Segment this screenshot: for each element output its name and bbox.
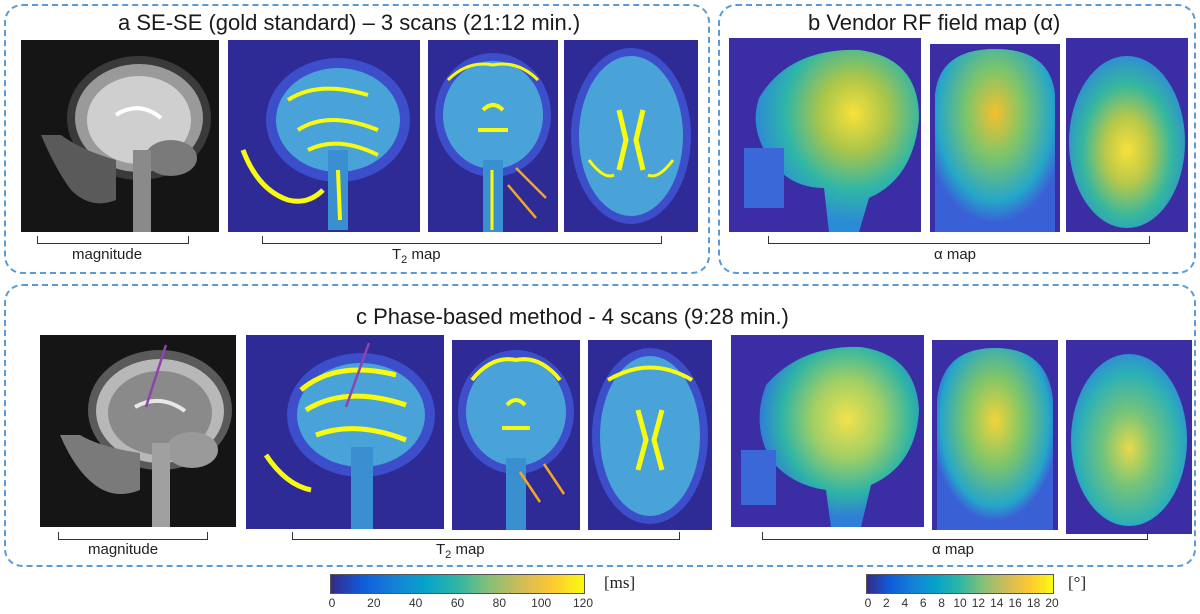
panel-a-arrow-orange-2 (507, 184, 537, 219)
panel-c-magnitude-bracket (58, 532, 208, 540)
colorbar-alpha-tick: 4 (901, 596, 909, 610)
panel-c-alpha-label: α map (932, 541, 975, 558)
colorbar-alpha-tick: 10 (953, 596, 967, 610)
colorbar-alpha-tick: 16 (1008, 596, 1022, 610)
colorbar-t2-tick: 60 (450, 596, 465, 610)
panel-c-arrow-orange-1 (518, 471, 542, 503)
panel-a-t2-label-main: T (392, 246, 402, 263)
colorbar-t2-tick: 0 (328, 596, 336, 610)
panel-c-arrow-purple-2 (344, 342, 371, 408)
panel-b-alpha-axial (1066, 38, 1188, 232)
panel-c-arrow-purple-1 (144, 344, 168, 408)
panel-c-alpha-coronal (932, 340, 1058, 530)
panel-c-t2-label-main: T (436, 541, 446, 558)
panel-a-magnitude-label: magnitude (72, 246, 143, 263)
alpha-colorbar (866, 574, 1054, 594)
panel-c-t2-label-rest: map (451, 541, 485, 558)
panel-a-t2-coronal (428, 40, 558, 232)
panel-a-title: a SE-SE (gold standard) – 3 scans (21:12… (118, 10, 581, 35)
panel-a-t2-label: T2 map (392, 246, 441, 266)
panel-c-alpha-axial (1066, 340, 1192, 534)
colorbar-alpha-tick: 18 (1026, 596, 1041, 610)
panel-b-alpha-sagittal (729, 38, 921, 232)
panel-c-t2-label: T2 map (436, 541, 485, 561)
panel-a-arrow-orange-1 (515, 167, 547, 199)
panel-a-t2-sagittal (228, 40, 420, 232)
colorbar-t2-tick: 40 (408, 596, 423, 610)
panel-c-t2-axial (588, 340, 712, 530)
panel-c-magnitude-label: magnitude (88, 541, 159, 558)
colorbar-t2-tick: 20 (367, 596, 381, 610)
panel-c-t2-sagittal (246, 335, 444, 529)
alpha-colorbar-unit: [°] (1068, 573, 1087, 592)
panel-b-alpha-label: α map (934, 246, 977, 263)
panel-c-magnitude-image (40, 335, 236, 527)
panel-a-t2-axial (564, 40, 698, 232)
panel-a-t2-label-sub: 2 (401, 254, 408, 266)
panel-a-magnitude-bracket (37, 236, 189, 244)
colorbar-alpha-tick: 8 (938, 596, 945, 610)
colorbar-alpha-tick: 12 (971, 596, 986, 610)
panel-b-alpha-coronal (930, 44, 1060, 232)
colorbar-t2-tick: 120 (572, 596, 594, 610)
panel-b-alpha-bracket (768, 236, 1150, 244)
colorbar-t2-tick: 80 (492, 596, 507, 610)
panel-c-alpha-bracket (762, 532, 1148, 540)
panel-c-t2-label-sub: 2 (445, 549, 452, 561)
panel-a-t2-label-rest: map (407, 246, 441, 263)
colorbar-t2-tick: 100 (531, 596, 552, 610)
panel-a-t2-bracket (262, 236, 662, 244)
panel-b (718, 4, 1196, 274)
panel-b-title: b Vendor RF field map (α) (808, 10, 1061, 35)
colorbar-alpha-tick: 20 (1045, 596, 1059, 610)
panel-c-title: c Phase-based method - 4 scans (9:28 min… (356, 304, 789, 329)
colorbar-alpha-tick: 14 (990, 596, 1004, 610)
t2-colorbar (330, 574, 585, 594)
panel-a (4, 4, 710, 274)
colorbar-alpha-tick: 2 (883, 596, 890, 610)
panel-c (4, 284, 1196, 567)
panel-c-arrow-orange-2 (542, 463, 566, 495)
panel-c-t2-coronal (452, 340, 580, 530)
panel-c-t2-bracket (292, 532, 680, 540)
panel-c-alpha-sagittal (731, 335, 924, 527)
t2-colorbar-unit: [ms] (604, 573, 636, 592)
colorbar-alpha-tick: 0 (864, 596, 872, 610)
colorbar-alpha-tick: 6 (919, 596, 927, 610)
panel-a-magnitude-image (21, 40, 219, 232)
